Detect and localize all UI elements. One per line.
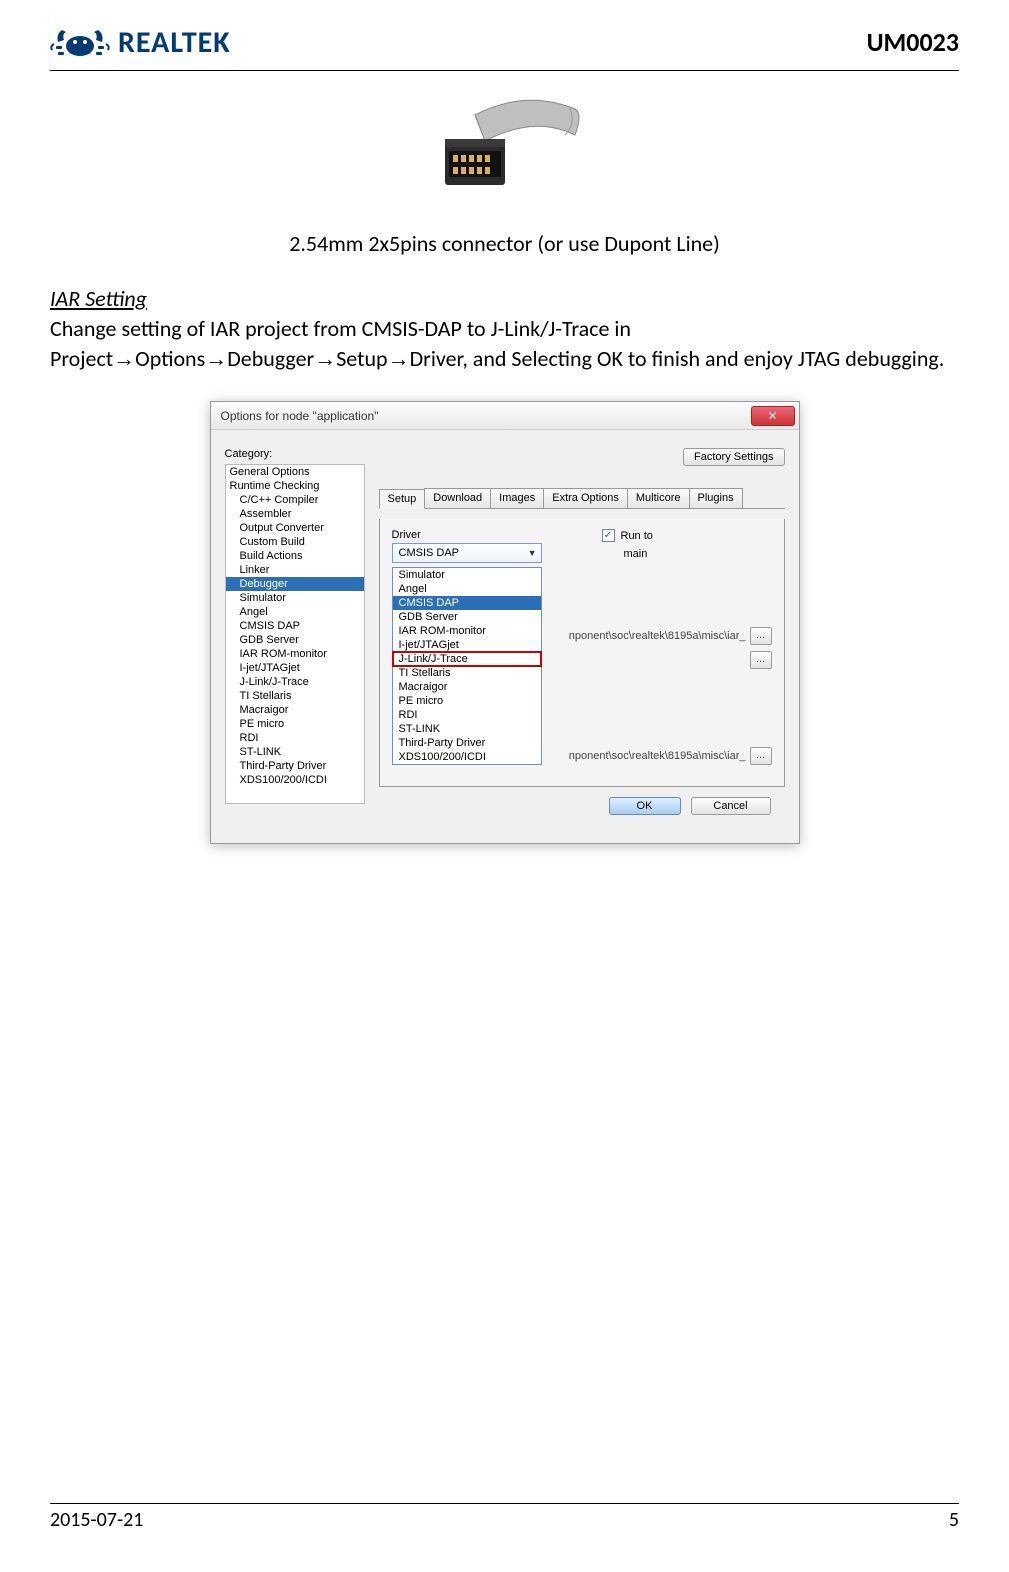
category-item[interactable]: J-Link/J-Trace xyxy=(226,675,364,689)
cancel-button[interactable]: Cancel xyxy=(691,797,771,815)
category-item[interactable]: Assembler xyxy=(226,507,364,521)
dropdown-item[interactable]: Macraigor xyxy=(393,680,541,694)
logo-text: REALTEK xyxy=(118,24,231,61)
category-item[interactable]: PE micro xyxy=(226,717,364,731)
category-item[interactable]: Linker xyxy=(226,563,364,577)
titlebar[interactable]: Options for node "application" ✕ xyxy=(211,402,799,430)
category-item[interactable]: Macraigor xyxy=(226,703,364,717)
driver-combobox[interactable]: CMSIS DAP ▼ xyxy=(392,543,542,563)
browse-button[interactable]: ... xyxy=(750,747,772,765)
category-list[interactable]: General OptionsRuntime CheckingC/C++ Com… xyxy=(225,464,365,804)
dropdown-item[interactable]: TI Stellaris xyxy=(393,666,541,680)
tabs-row: SetupDownloadImagesExtra OptionsMulticor… xyxy=(379,488,785,509)
category-item[interactable]: CMSIS DAP xyxy=(226,619,364,633)
ok-button[interactable]: OK xyxy=(609,797,681,815)
category-label: Category: xyxy=(225,448,365,460)
category-item[interactable]: General Options xyxy=(226,465,364,479)
arrow-icon: → xyxy=(205,346,227,371)
tab-images[interactable]: Images xyxy=(490,488,544,508)
factory-settings-button[interactable]: Factory Settings xyxy=(683,448,784,466)
dropdown-item[interactable]: I-jet/JTAGjet xyxy=(393,638,541,652)
footer-date: 2015-07-21 xyxy=(50,1508,143,1532)
arrow-icon: → xyxy=(113,346,135,371)
figure-caption: 2.54mm 2x5pins connector (or use Dupont … xyxy=(50,230,959,257)
runto-label: Run to xyxy=(621,530,653,542)
tab-download[interactable]: Download xyxy=(424,488,491,508)
para-after: , and Selecting OK to finish and enjoy J… xyxy=(462,345,944,372)
dropdown-item[interactable]: Simulator xyxy=(393,568,541,582)
driver-selected-value: CMSIS DAP xyxy=(399,547,460,559)
tab-setup[interactable]: Setup xyxy=(379,489,426,509)
screenshot: Options for node "application" ✕ Categor… xyxy=(50,401,959,844)
category-item[interactable]: Runtime Checking xyxy=(226,479,364,493)
category-item[interactable]: TI Stellaris xyxy=(226,689,364,703)
tab-extra-options[interactable]: Extra Options xyxy=(543,488,628,508)
category-item[interactable]: XDS100/200/ICDI xyxy=(226,773,364,787)
logo: REALTEK xyxy=(50,20,231,64)
ribbon-cable-icon xyxy=(415,95,595,215)
category-item[interactable]: C/C++ Compiler xyxy=(226,493,364,507)
doc-body: 2.54mm 2x5pins connector (or use Dupont … xyxy=(50,71,959,1503)
dropdown-item[interactable]: GDB Server xyxy=(393,610,541,624)
category-item[interactable]: IAR ROM-monitor xyxy=(226,647,364,661)
dropdown-item[interactable]: IAR ROM-monitor xyxy=(393,624,541,638)
category-item[interactable]: RDI xyxy=(226,731,364,745)
dropdown-item[interactable]: CMSIS DAP xyxy=(393,596,541,610)
browse-button[interactable]: ... xyxy=(750,651,772,669)
crumb-0: Options xyxy=(135,345,205,372)
path-row-3: nponent\soc\realtek\8195a\misc\iar_ ... xyxy=(569,747,772,765)
dropdown-item[interactable]: PE micro xyxy=(393,694,541,708)
category-item[interactable]: I-jet/JTAGjet xyxy=(226,661,364,675)
dialog-title: Options for node "application" xyxy=(221,409,379,423)
runto-value: main xyxy=(624,548,653,560)
category-item[interactable]: ST-LINK xyxy=(226,745,364,759)
tab-plugins[interactable]: Plugins xyxy=(689,488,743,508)
category-item[interactable]: Debugger xyxy=(226,577,364,591)
path-fragment: nponent\soc\realtek\8195a\misc\iar_ xyxy=(569,750,746,762)
section-paragraph: Change setting of IAR project from CMSIS… xyxy=(50,314,959,373)
category-item[interactable]: Angel xyxy=(226,605,364,619)
path-row-1: nponent\soc\realtek\8195a\misc\iar_ ... xyxy=(569,627,772,645)
crumb-3: Driver xyxy=(410,345,463,372)
path-fragment: nponent\soc\realtek\8195a\misc\iar_ xyxy=(569,630,746,642)
arrow-icon: → xyxy=(388,346,410,371)
runto-checkbox[interactable]: ✓ xyxy=(602,529,615,542)
doc-header: REALTEK UM0023 xyxy=(50,20,959,71)
close-button[interactable]: ✕ xyxy=(751,406,795,426)
section-title: IAR Setting xyxy=(50,285,959,312)
doc-id: UM0023 xyxy=(867,26,959,58)
arrow-icon: → xyxy=(314,346,336,371)
options-dialog: Options for node "application" ✕ Categor… xyxy=(210,401,800,844)
doc-footer: 2015-07-21 5 xyxy=(50,1503,959,1532)
category-item[interactable]: Third-Party Driver xyxy=(226,759,364,773)
realtek-crab-icon xyxy=(50,20,110,64)
driver-label: Driver xyxy=(392,529,542,541)
driver-dropdown-list[interactable]: SimulatorAngelCMSIS DAPGDB ServerIAR ROM… xyxy=(392,567,542,765)
dropdown-item[interactable]: ST-LINK xyxy=(393,722,541,736)
tab-multicore[interactable]: Multicore xyxy=(627,488,690,508)
path-row-2: ... xyxy=(750,651,772,669)
connector-figure xyxy=(50,95,959,220)
category-item[interactable]: Simulator xyxy=(226,591,364,605)
dropdown-item[interactable]: RDI xyxy=(393,708,541,722)
category-item[interactable]: Custom Build xyxy=(226,535,364,549)
setup-tab-content: Driver CMSIS DAP ▼ ✓ Run to xyxy=(379,519,785,787)
browse-button[interactable]: ... xyxy=(750,627,772,645)
category-item[interactable]: GDB Server xyxy=(226,633,364,647)
footer-page: 5 xyxy=(949,1508,959,1532)
chevron-down-icon: ▼ xyxy=(528,548,537,558)
dropdown-item[interactable]: Third-Party Driver xyxy=(393,736,541,750)
crumb-2: Setup xyxy=(336,345,387,372)
category-item[interactable]: Build Actions xyxy=(226,549,364,563)
dropdown-item[interactable]: J-Link/J-Trace xyxy=(393,652,541,666)
category-item[interactable]: Output Converter xyxy=(226,521,364,535)
crumb-1: Debugger xyxy=(227,345,314,372)
dropdown-item[interactable]: Angel xyxy=(393,582,541,596)
dropdown-item[interactable]: XDS100/200/ICDI xyxy=(393,750,541,764)
